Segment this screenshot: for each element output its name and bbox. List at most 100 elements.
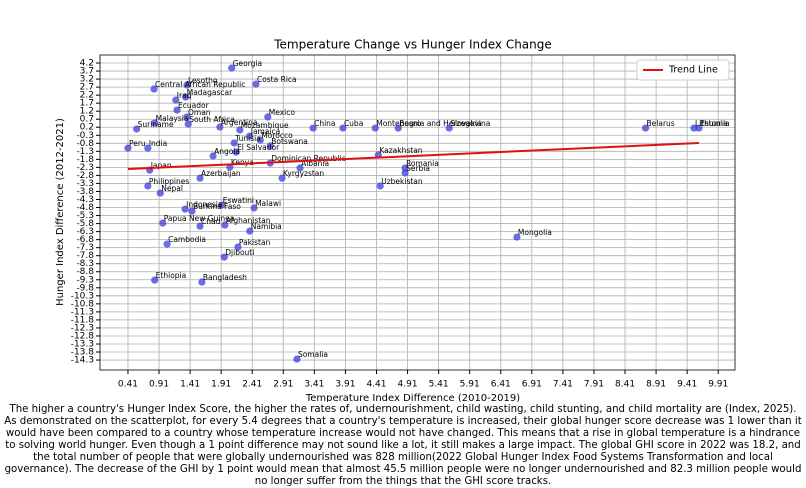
point <box>690 124 698 132</box>
y-tick-label: 0.7 <box>80 115 94 125</box>
y-tick-label: 3.7 <box>80 67 94 77</box>
trend-line <box>127 141 700 170</box>
point-label: Lithuania <box>695 119 730 128</box>
y-tick-label: -5.3 <box>76 211 94 221</box>
point-label: Iraq <box>177 91 192 100</box>
y-tick-label: -11.8 <box>71 315 95 325</box>
y-tick-label: -2.3 <box>76 163 94 173</box>
caption-paragraph: As demonstrated on the scatterplot, for … <box>4 416 802 487</box>
y-tick-label: -9.3 <box>76 275 94 285</box>
x-tick-label: 0.91 <box>149 380 169 390</box>
y-tick-label: -6.8 <box>76 235 94 245</box>
point-label: Japan <box>150 161 172 170</box>
point-label: Central African Republic <box>155 80 245 89</box>
point-label: Tunisia <box>234 134 261 143</box>
point <box>196 174 204 182</box>
y-tick-label: -6.3 <box>76 227 94 237</box>
point <box>150 85 158 93</box>
y-tick-label: -9.8 <box>76 283 94 293</box>
y-tick-label: -0.3 <box>76 131 94 141</box>
point <box>221 221 229 229</box>
point-label: Montenegro <box>376 119 421 128</box>
point-label: Indonesia <box>186 200 222 209</box>
y-tick-label: -2.8 <box>76 171 94 181</box>
point-label: Ecuador <box>178 101 210 110</box>
x-tick-label: 8.91 <box>646 380 666 390</box>
point-label: Lesotho <box>188 76 218 85</box>
x-tick-label: 7.41 <box>553 380 573 390</box>
point-label: Costa Rica <box>257 75 297 84</box>
x-tick-label: 4.41 <box>366 380 386 390</box>
point-label: Kenya <box>231 158 254 167</box>
x-tick-label: 2.91 <box>273 380 293 390</box>
point <box>246 132 254 140</box>
point-label: Albania <box>301 159 329 168</box>
point-label: Serbia <box>406 164 430 173</box>
point <box>196 222 204 230</box>
point-label: Morocco <box>261 131 293 140</box>
point-label: Suriname <box>138 120 174 129</box>
point <box>256 136 264 144</box>
point <box>172 96 180 104</box>
point-label: Dominican Republic <box>271 154 346 163</box>
x-tick-label: 7.91 <box>584 380 604 390</box>
point-label: Philippines <box>149 177 190 186</box>
point <box>220 253 228 261</box>
y-tick-label: -10.3 <box>71 291 94 301</box>
y-tick-label: -7.3 <box>76 243 94 253</box>
y-tick-label: -11.3 <box>71 307 94 317</box>
point-label: Belarus <box>647 119 675 128</box>
point-label: Pakistan <box>239 238 271 247</box>
point-label: Nepal <box>161 184 183 193</box>
chart: Temperature Change vs Hunger Index Chang… <box>55 38 736 402</box>
point-label: South Africa <box>189 115 235 124</box>
point-label: Papua New Guinea <box>164 214 235 223</box>
point-label: Peru <box>129 139 146 148</box>
point-label: Slovakia <box>450 119 482 128</box>
point <box>266 142 274 150</box>
x-tick-label: 0.41 <box>118 380 138 390</box>
x-tick-label: 5.91 <box>460 380 480 390</box>
point-label: Romania <box>406 159 439 168</box>
point-label: Eswatini <box>223 196 254 205</box>
point-label: Botswana <box>271 137 308 146</box>
y-tick-label: -1.8 <box>76 155 94 165</box>
x-tick-label: 5.41 <box>429 380 449 390</box>
x-tick-label: 4.91 <box>398 380 418 390</box>
x-tick-label: 2.41 <box>242 380 262 390</box>
point-label: Estonia <box>700 119 728 128</box>
x-tick-label: 3.91 <box>335 380 355 390</box>
point-label: Mexico <box>269 108 296 117</box>
point <box>188 207 196 215</box>
x-axis-label: Temperature Index Difference (2010-2019) <box>305 393 520 402</box>
point <box>695 124 703 132</box>
point <box>209 152 217 160</box>
x-tick-label: 1.91 <box>211 380 231 390</box>
point-label: Chad <box>201 217 221 226</box>
point <box>218 201 226 209</box>
point-label: Madagascar <box>187 88 233 97</box>
point-label: Bosnia and Herzegovina <box>399 119 490 128</box>
y-tick-label: -13.8 <box>71 348 95 358</box>
point <box>159 219 167 227</box>
y-axis-label: Hunger Index Difference (2012-2021) <box>55 118 66 306</box>
point-label: El Salvador <box>237 143 280 152</box>
point-label: Georgia <box>233 59 262 68</box>
point <box>173 106 181 114</box>
y-tick-label: 1.7 <box>80 99 94 109</box>
y-tick-label: 0.2 <box>80 123 94 133</box>
point-label: Oman <box>188 108 211 117</box>
point-label: Azerbaijan <box>201 169 241 178</box>
caption: The higher a country's Hunger Index Scor… <box>0 404 806 488</box>
y-tick-label: 1.2 <box>80 107 94 117</box>
x-tick-label: 6.91 <box>522 380 542 390</box>
point <box>181 205 189 213</box>
point <box>293 355 301 363</box>
legend-box <box>636 59 730 81</box>
y-tick-label: -4.8 <box>76 203 94 213</box>
point-label: Uzbekistan <box>381 177 423 186</box>
point <box>234 243 242 251</box>
point-label: Kyrgyzstan <box>283 169 324 178</box>
point-label: Burkina Faso <box>193 202 241 211</box>
point <box>236 126 244 134</box>
